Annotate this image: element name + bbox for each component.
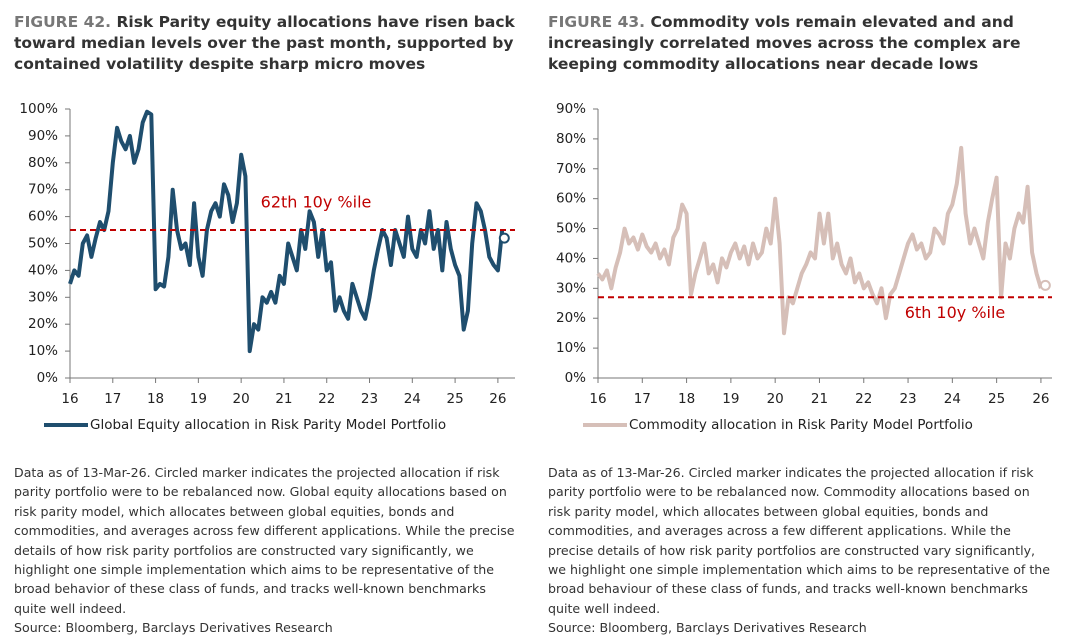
legend-label: Commodity allocation in Risk Parity Mode…	[629, 417, 973, 433]
x-tick-label: 18	[678, 391, 695, 407]
title-text: Risk Parity equity allocations have rise…	[14, 13, 515, 73]
y-tick-label: 10%	[556, 340, 586, 356]
x-tick-label: 24	[404, 391, 421, 407]
y-tick-label: 10%	[28, 343, 58, 359]
x-tick-label: 20	[767, 391, 784, 407]
x-tick-label: 23	[361, 391, 378, 407]
x-tick-label: 22	[318, 391, 335, 407]
y-tick-label: 40%	[28, 262, 58, 278]
x-tick-label: 26	[1032, 391, 1049, 407]
y-tick-label: 30%	[556, 280, 586, 296]
y-tick-label: 20%	[556, 310, 586, 326]
footnote: Data as of 13-Mar-26. Circled marker ind…	[14, 463, 519, 638]
x-tick-label: 16	[61, 391, 78, 407]
x-tick-label: 22	[855, 391, 872, 407]
y-tick-label: 70%	[556, 161, 586, 177]
y-tick-label: 80%	[556, 131, 586, 147]
y-tick-label: 70%	[28, 182, 58, 198]
x-tick-label: 26	[489, 391, 506, 407]
footnote: Data as of 13-Mar-26. Circled marker ind…	[548, 463, 1053, 638]
y-tick-label: 50%	[556, 221, 586, 237]
reference-label: 6th 10y %ile	[905, 303, 1006, 322]
y-tick-label: 30%	[28, 289, 58, 305]
x-tick-label: 18	[147, 391, 164, 407]
x-tick-label: 16	[589, 391, 606, 407]
y-tick-label: 60%	[556, 191, 586, 207]
series-line	[596, 145, 1043, 336]
x-tick-label: 25	[988, 391, 1005, 407]
title-text: Commodity vols remain elevated and and i…	[548, 13, 1021, 73]
figure-title: FIGURE 42. Risk Parity equity allocation…	[14, 12, 524, 75]
y-tick-label: 0%	[37, 370, 59, 386]
x-tick-label: 19	[722, 391, 739, 407]
x-tick-label: 20	[233, 391, 250, 407]
x-tick-label: 21	[275, 391, 292, 407]
reference-label: 62th 10y %ile	[261, 193, 372, 212]
y-tick-label: 90%	[556, 101, 586, 117]
page: FIGURE 42. Risk Parity equity allocation…	[14, 12, 1058, 636]
x-tick-label: 19	[190, 391, 207, 407]
projected-marker	[498, 232, 510, 244]
series-line	[68, 109, 505, 354]
figure-label: FIGURE 42.	[14, 13, 112, 31]
legend-label: Global Equity allocation in Risk Parity …	[90, 417, 446, 433]
figure-label: FIGURE 43.	[548, 13, 646, 31]
x-tick-label: 23	[899, 391, 916, 407]
y-tick-label: 50%	[28, 236, 58, 252]
y-tick-label: 90%	[28, 128, 58, 144]
x-tick-label: 21	[811, 391, 828, 407]
y-tick-label: 60%	[28, 209, 58, 225]
x-tick-label: 17	[634, 391, 651, 407]
projected-marker	[1039, 279, 1051, 291]
y-tick-label: 0%	[565, 370, 587, 386]
x-tick-label: 25	[447, 391, 464, 407]
x-tick-label: 24	[944, 391, 961, 407]
note-text: Data as of 13-Mar-26. Circled marker ind…	[14, 465, 515, 616]
source-text: Source: Bloomberg, Barclays Derivatives …	[548, 620, 867, 636]
y-tick-label: 20%	[28, 316, 58, 332]
note-text: Data as of 13-Mar-26. Circled marker ind…	[548, 465, 1051, 616]
y-tick-label: 40%	[556, 250, 586, 266]
figure-title: FIGURE 43. Commodity vols remain elevate…	[548, 12, 1058, 75]
y-tick-label: 80%	[28, 155, 58, 171]
source-text: Source: Bloomberg, Barclays Derivatives …	[14, 620, 333, 636]
x-tick-label: 17	[104, 391, 121, 407]
y-tick-label: 100%	[19, 101, 58, 117]
charts: 0% 10% 20% 30% 40% 50% 60% 70% 80% 90% 100% 16 17 18 1…	[19, 101, 1052, 433]
